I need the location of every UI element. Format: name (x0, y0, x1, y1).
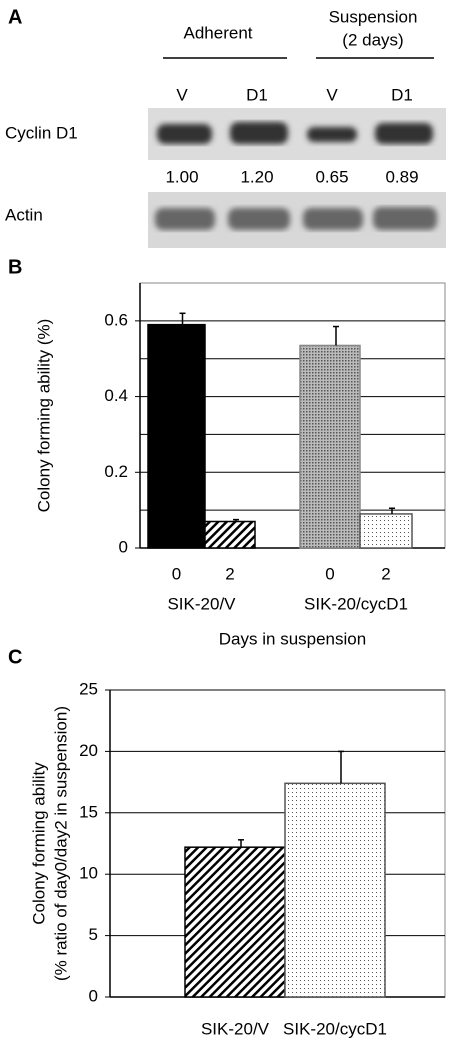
band (155, 208, 215, 230)
bands (157, 122, 433, 144)
y-tick-label: 0 (119, 537, 128, 556)
quantity: 0.65 (315, 167, 348, 186)
y-tick-label: 0 (89, 986, 98, 1005)
panel-label: A (8, 6, 22, 28)
bar (299, 344, 361, 549)
lane-label: V (326, 85, 338, 104)
band (228, 208, 290, 230)
group-label: SIK-20/cycD1 (304, 594, 408, 613)
band (230, 122, 288, 144)
x-tick-label: 0 (172, 564, 181, 583)
y-axis-label: Colony forming ability (%) (34, 319, 53, 513)
x-tick-label: 0 (325, 564, 334, 583)
panel-label: B (8, 256, 22, 278)
panel-label: C (8, 646, 22, 668)
quantity: 1.20 (240, 167, 273, 186)
y-axis-label: Colony forming ability (29, 762, 48, 925)
y-tick-label: 25 (79, 679, 98, 698)
y-tick-label: 5 (89, 925, 98, 944)
quantity: 1.00 (165, 167, 198, 186)
y-axis-label: (% ratio of day0/day2 in suspension) (51, 706, 70, 981)
row-label: Cyclin D1 (5, 123, 78, 142)
y-tick-label: 15 (79, 802, 98, 821)
band (375, 123, 433, 144)
bar (284, 782, 386, 998)
group-label: Suspension (329, 7, 418, 26)
row-label: Actin (5, 205, 43, 224)
y-tick-label: 10 (79, 864, 98, 883)
bands (155, 207, 437, 230)
lane-label: D1 (391, 85, 413, 104)
x-tick-label: SIK-20/cycD1 (283, 1019, 387, 1038)
y-tick-label: 0.4 (104, 386, 128, 405)
group-label: SIK-20/V (167, 594, 236, 613)
group-label: (2 days) (342, 30, 403, 49)
x-tick-label: 2 (225, 564, 234, 583)
group-label: Adherent (184, 23, 253, 42)
bar (204, 520, 256, 549)
lane-label: D1 (246, 85, 268, 104)
band (373, 207, 437, 230)
band (303, 208, 363, 230)
lane-label: V (176, 85, 188, 104)
bar (184, 846, 286, 998)
x-axis-label: Days in suspension (219, 629, 366, 648)
y-tick-label: 0.2 (104, 462, 128, 481)
bar (147, 323, 206, 549)
y-tick-label: 0.6 (104, 310, 128, 329)
bar (359, 513, 413, 549)
y-tick-label: 20 (79, 741, 98, 760)
x-tick-label: SIK-20/V (201, 1019, 270, 1038)
quantity: 0.89 (385, 167, 418, 186)
band (157, 124, 212, 144)
band (307, 127, 357, 142)
x-tick-label: 2 (381, 564, 390, 583)
